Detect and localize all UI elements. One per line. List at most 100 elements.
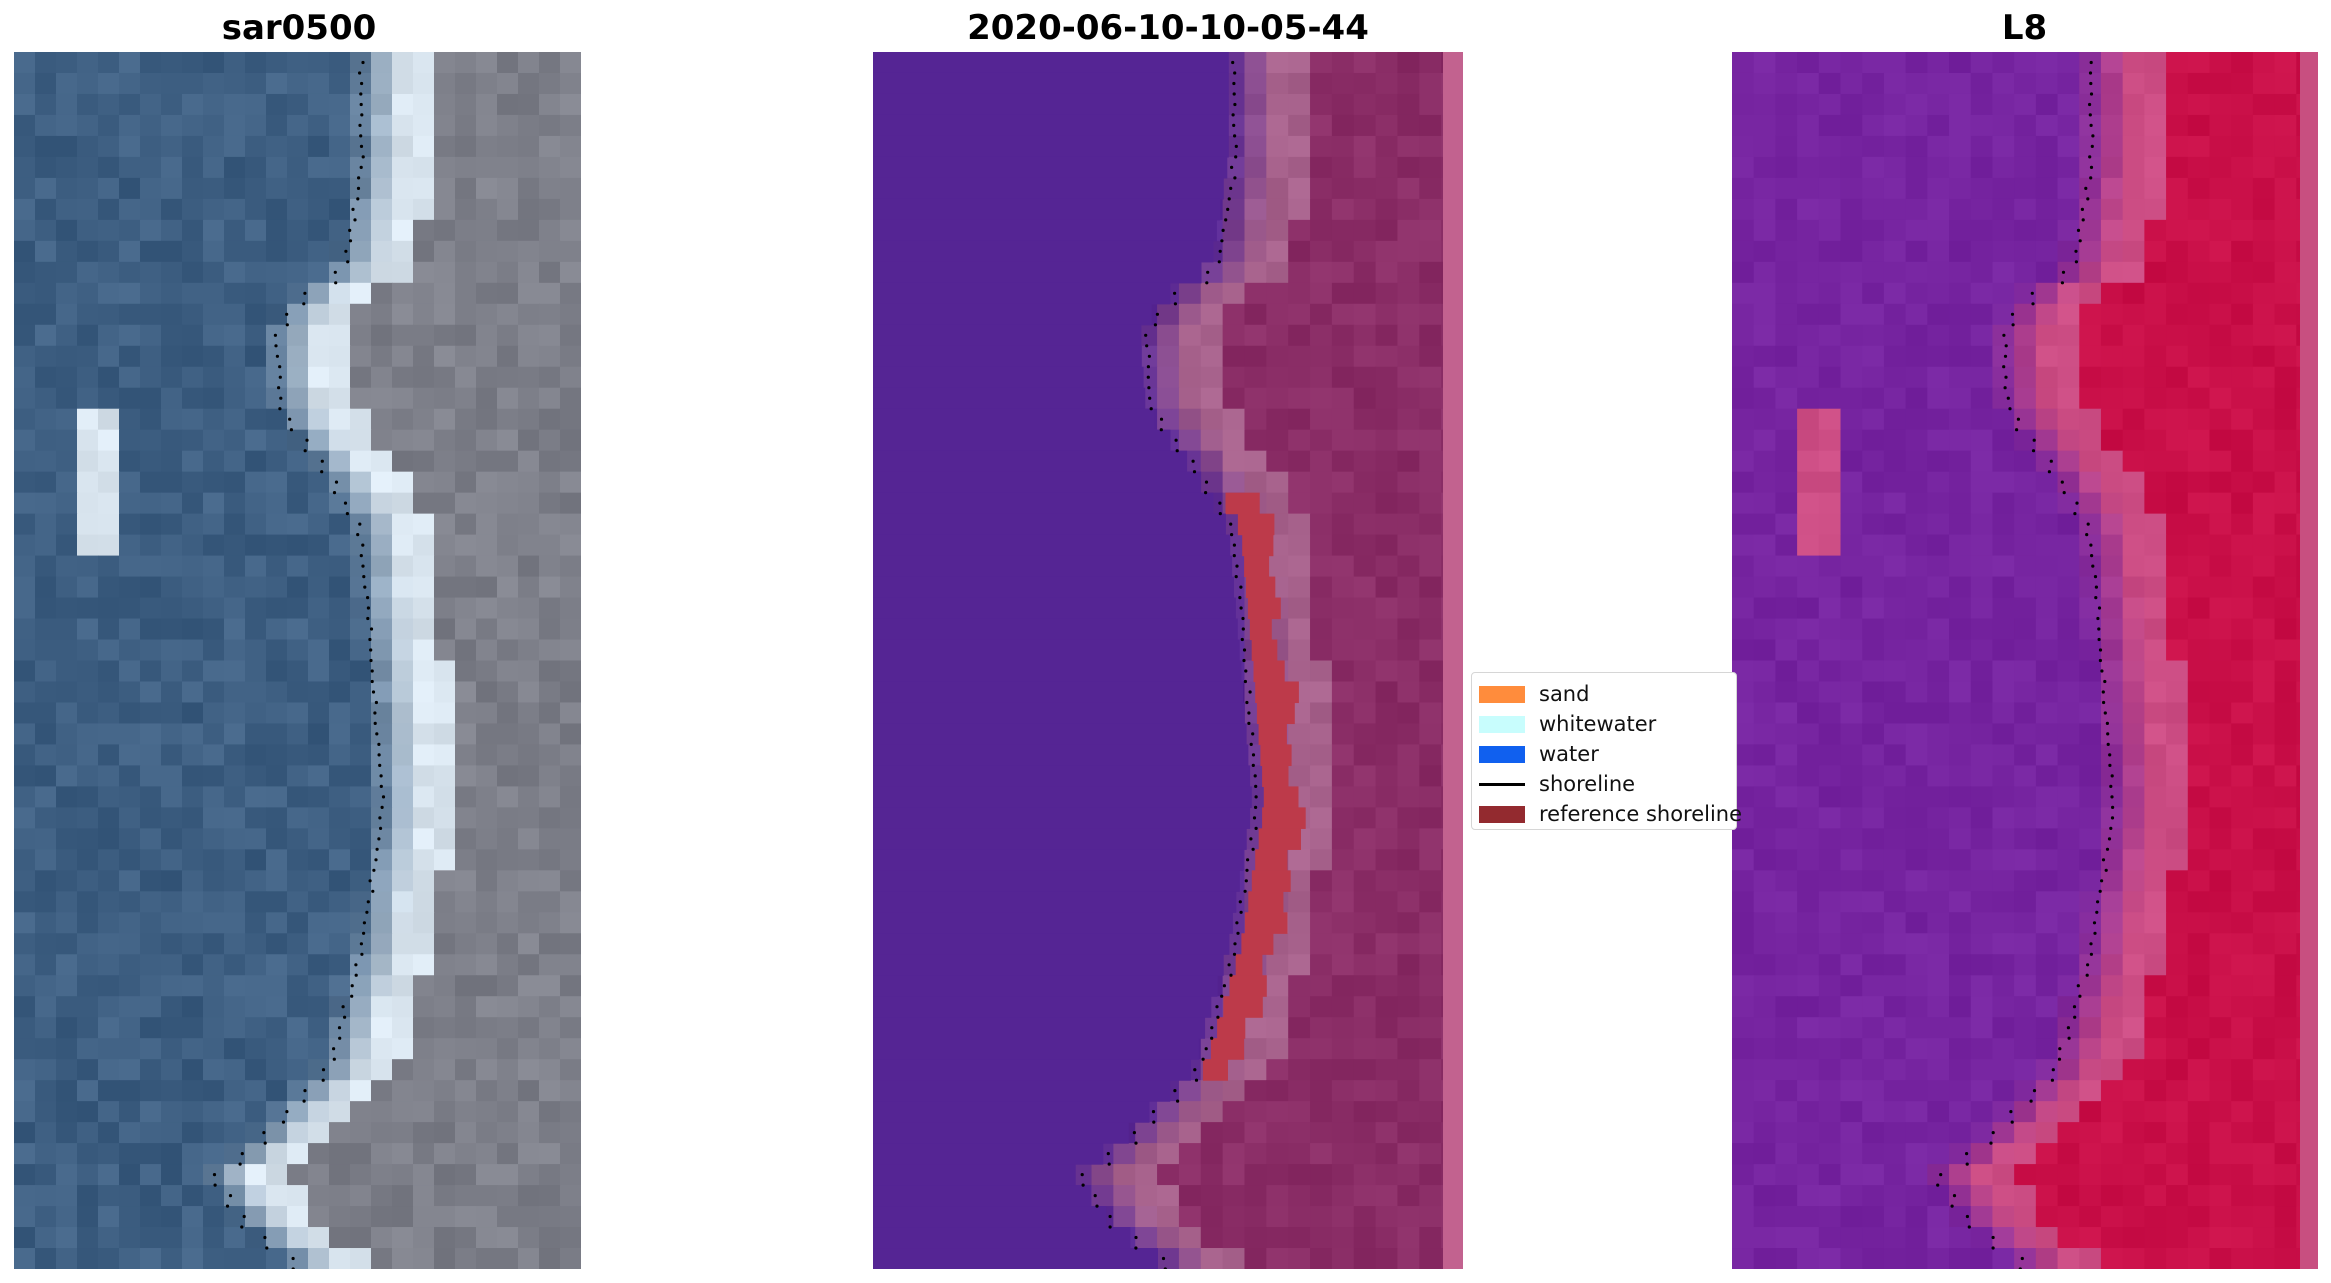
image-pixel <box>2231 1059 2254 1081</box>
sand-class-region <box>1258 723 1287 746</box>
image-pixel <box>1797 52 1820 74</box>
image-pixel <box>371 807 393 829</box>
image-pixel <box>1331 828 1355 850</box>
image-pixel <box>287 744 309 767</box>
image-pixel <box>2100 345 2124 368</box>
image-pixel <box>98 219 120 242</box>
image-pixel <box>1244 345 1267 368</box>
image-pixel <box>2252 1206 2276 1228</box>
image-pixel <box>2209 240 2232 263</box>
image-pixel <box>77 723 99 746</box>
image-pixel <box>413 240 435 263</box>
image-pixel <box>308 450 330 473</box>
sand-class-region <box>1251 870 1291 892</box>
image-pixel <box>98 198 120 221</box>
image-pixel <box>56 345 78 368</box>
image-pixel <box>1753 1164 1776 1186</box>
image-pixel <box>2014 849 2037 871</box>
sand-class-region <box>1244 912 1288 934</box>
image-pixel <box>1353 429 1377 452</box>
image-pixel <box>161 933 183 955</box>
image-pixel <box>2274 177 2297 200</box>
image-pixel <box>2209 954 2232 976</box>
image-pixel <box>2079 1122 2102 1144</box>
image-pixel <box>1840 1164 1863 1186</box>
image-pixel <box>497 660 519 683</box>
shoreline-dot <box>1242 658 1246 663</box>
image-pixel <box>1992 52 2015 74</box>
image-pixel <box>2231 471 2254 494</box>
image-pixel <box>2144 240 2167 263</box>
image-pixel <box>329 429 351 452</box>
image-pixel <box>1266 1017 1289 1039</box>
image-pixel <box>2079 828 2102 850</box>
shoreline-dot <box>1222 984 1226 988</box>
image-pixel <box>2035 1101 2059 1123</box>
image-pixel <box>1375 828 1399 850</box>
image-pixel <box>497 93 519 116</box>
image-pixel <box>1244 1122 1267 1144</box>
image-pixel <box>1310 660 1333 683</box>
image-pixel <box>266 597 288 620</box>
image-pixel <box>497 429 519 452</box>
image-pixel <box>1753 513 1776 536</box>
image-pixel <box>1970 198 1994 221</box>
image-pixel <box>1797 891 1820 913</box>
image-pixel <box>161 1227 183 1249</box>
image-pixel <box>1200 303 1224 326</box>
image-pixel <box>1862 744 1885 767</box>
image-pixel <box>2166 954 2189 976</box>
image-pixel <box>1266 198 1289 221</box>
sand-class-region <box>1244 555 1270 578</box>
image-pixel <box>1331 597 1355 620</box>
image-pixel <box>329 1185 351 1207</box>
image-pixel <box>1905 282 1928 305</box>
image-pixel <box>455 576 477 599</box>
image-pixel <box>1927 1143 1950 1165</box>
image-pixel <box>497 114 519 137</box>
image-pixel <box>1288 261 1311 284</box>
image-pixel <box>1753 114 1776 137</box>
image-pixel <box>1753 177 1776 200</box>
image-pixel <box>2274 534 2297 557</box>
image-pixel <box>1905 156 1928 179</box>
image-pixel <box>497 1101 519 1123</box>
image-pixel <box>1883 1122 1907 1144</box>
image-pixel <box>1732 1080 1755 1102</box>
image-pixel <box>1840 681 1863 704</box>
image-pixel <box>2187 807 2211 829</box>
image-pixel <box>35 1017 57 1039</box>
image-pixel <box>1244 1143 1267 1165</box>
image-pixel <box>119 891 141 913</box>
image-pixel <box>203 1101 225 1123</box>
image-pixel <box>1353 219 1377 242</box>
image-pixel <box>1883 891 1907 913</box>
image-pixel <box>1775 1164 1798 1186</box>
shoreline-dot <box>1236 931 1240 935</box>
image-pixel <box>518 1038 540 1060</box>
image-pixel <box>413 282 435 305</box>
image-pixel <box>2100 450 2124 473</box>
image-pixel <box>1331 723 1355 746</box>
image-pixel <box>539 996 561 1018</box>
image-pixel <box>1992 849 2015 871</box>
image-pixel <box>560 72 581 95</box>
image-pixel <box>1397 1185 1420 1207</box>
image-pixel <box>77 135 99 158</box>
image-pixel <box>245 681 267 704</box>
image-pixel <box>182 198 204 221</box>
image-pixel <box>1266 240 1289 263</box>
water-class-region <box>873 450 1188 473</box>
image-pixel <box>308 198 330 221</box>
image-pixel <box>329 618 351 641</box>
image-pixel <box>140 72 162 95</box>
image-pixel <box>56 828 78 850</box>
image-pixel <box>560 702 581 725</box>
image-pixel <box>1157 1206 1180 1228</box>
image-pixel <box>56 261 78 284</box>
image-pixel <box>1775 1185 1798 1207</box>
image-pixel <box>266 1101 288 1123</box>
image-pixel <box>266 534 288 557</box>
shoreline-dot <box>1248 690 1252 694</box>
image-pixel <box>413 807 435 829</box>
